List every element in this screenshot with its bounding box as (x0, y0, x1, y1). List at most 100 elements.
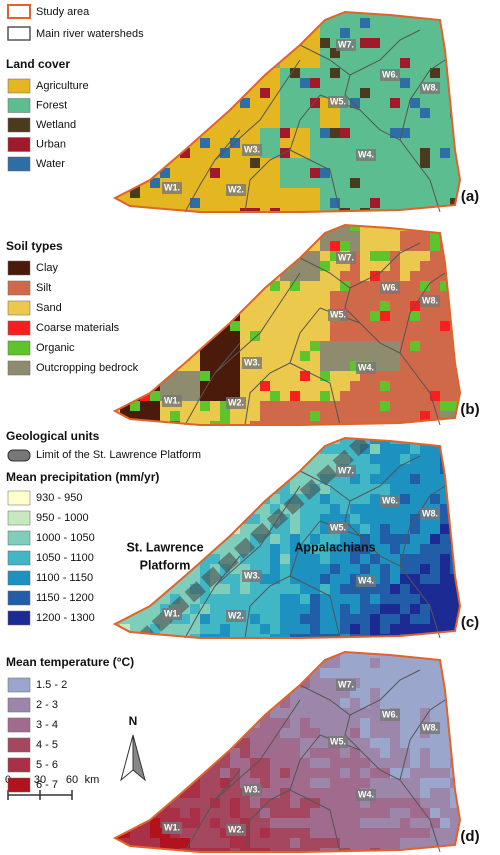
map-cell (250, 464, 261, 475)
map-cell (260, 484, 271, 495)
map-cell (360, 604, 371, 615)
map-cell (340, 494, 351, 505)
map-cell (380, 564, 391, 575)
map-cell (450, 668, 460, 679)
map-cell (170, 198, 181, 209)
map-cell (420, 614, 431, 625)
watershed-label: W5. (330, 736, 346, 746)
map-cell (250, 808, 261, 819)
map-cell (360, 634, 371, 638)
map-cell (290, 594, 301, 605)
map-cell (340, 381, 351, 392)
map-cell (460, 138, 471, 149)
map-cell (340, 18, 351, 29)
map-cell (300, 331, 311, 342)
map-cell (350, 524, 361, 535)
map-cell (250, 838, 261, 849)
map-cell (190, 738, 201, 749)
map-cell (310, 574, 321, 585)
map-cell (310, 241, 321, 252)
map-cell (400, 738, 411, 749)
map-cell (230, 668, 241, 679)
map-cell (330, 261, 341, 272)
map-cell (330, 28, 341, 39)
map-cell (290, 261, 301, 272)
map-cell (410, 38, 421, 49)
map-cell (220, 361, 231, 372)
map-cell (200, 594, 211, 605)
watershed-label-bg (336, 39, 356, 51)
map-cell (450, 808, 460, 819)
map-cell (230, 208, 241, 212)
map-cell (210, 768, 221, 779)
map-cell (270, 28, 281, 39)
map-cell (330, 574, 341, 585)
map-cell (350, 728, 361, 739)
map-cell (440, 148, 451, 159)
map-cell (200, 848, 211, 852)
map-cell (120, 68, 131, 79)
map-cell (390, 454, 401, 465)
map-cell (320, 68, 331, 79)
map-cell (310, 604, 321, 615)
map-cell (240, 261, 251, 272)
watershed-label-bg (336, 465, 356, 477)
map-cell (460, 678, 471, 689)
map-cell (310, 108, 321, 119)
map-cell (370, 12, 381, 19)
map-cell (150, 484, 161, 495)
map-cell (320, 544, 331, 555)
map-cell (250, 98, 261, 109)
map-cell (340, 158, 351, 169)
map-cell (210, 78, 221, 89)
map-cell (220, 391, 231, 402)
map-cell (310, 188, 321, 199)
map-cell (320, 778, 331, 789)
map-cell (230, 838, 241, 849)
map-cell (240, 444, 251, 455)
map-cell (115, 68, 121, 79)
watershed-label: W3. (244, 144, 260, 154)
map-cell (240, 658, 251, 669)
map-cell (400, 698, 411, 709)
map-cell (320, 668, 331, 679)
map-cell (190, 464, 201, 475)
map-cell (320, 708, 331, 719)
map-cell (190, 718, 201, 729)
map-cell (230, 454, 241, 465)
map-cell (190, 168, 201, 179)
map-cell (240, 108, 251, 119)
map-cell (400, 678, 411, 689)
map-cell (140, 524, 151, 535)
map-cell (310, 411, 321, 422)
map-cell (440, 564, 451, 575)
map-cell (130, 574, 141, 585)
map-cell (140, 68, 151, 79)
map-cell (300, 281, 311, 292)
map-cell (340, 48, 351, 59)
map-cell (340, 231, 351, 242)
legend-study-area: Study area (36, 6, 90, 18)
map-cell (400, 158, 411, 169)
map-cell (420, 351, 431, 362)
map-cell (380, 18, 391, 29)
map-cell (230, 564, 241, 575)
map-cell (340, 281, 351, 292)
map-cell (450, 18, 460, 29)
map-cell (350, 58, 361, 69)
map-cell (250, 311, 261, 322)
map-cell (260, 624, 271, 635)
map-cell (370, 88, 381, 99)
map-cell (115, 341, 121, 352)
map-cell (450, 464, 460, 475)
map-cell (390, 564, 401, 575)
map-cell (290, 421, 301, 425)
map-cell (390, 544, 401, 555)
map-cell (460, 484, 471, 495)
map-cell (120, 438, 131, 445)
map-cell (280, 758, 291, 769)
map-cell (390, 614, 401, 625)
map-cell (360, 281, 371, 292)
map-cell (140, 728, 151, 739)
map-cell (230, 808, 241, 819)
